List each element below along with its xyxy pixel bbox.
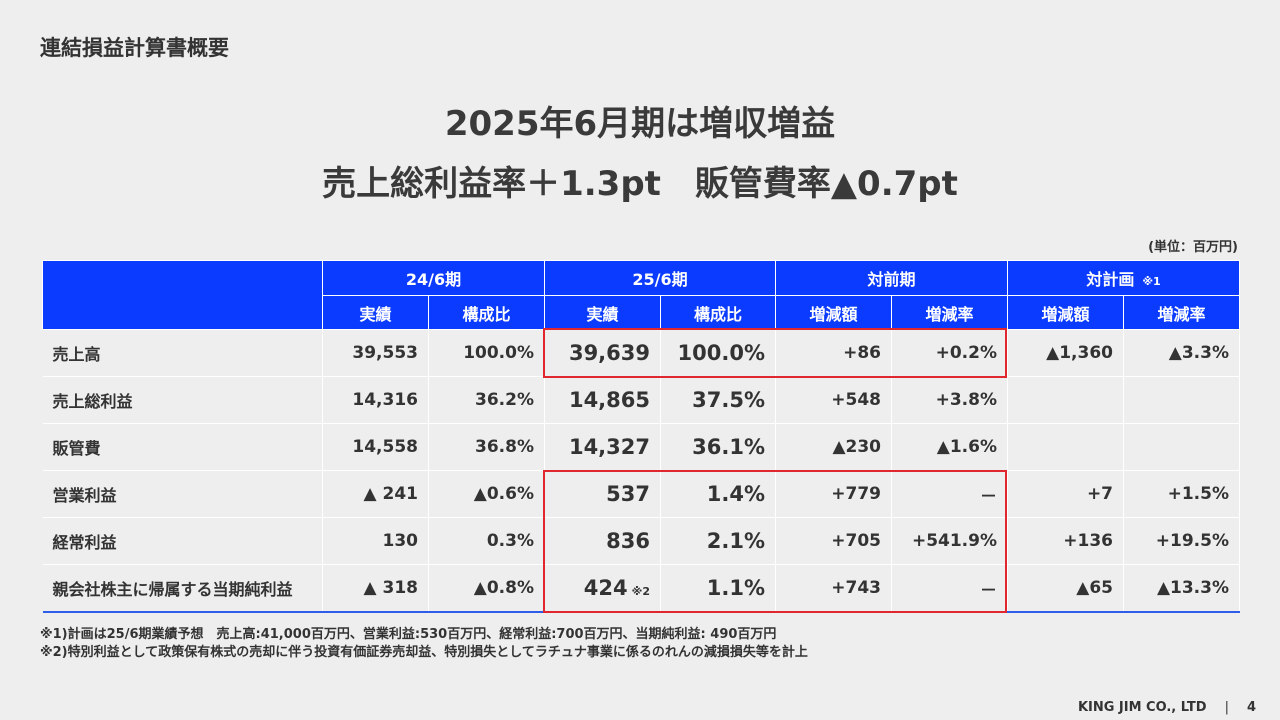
table-cell: +136 [1007, 517, 1125, 565]
row-label: 販管費 [42, 423, 323, 471]
table-cell: ▲ 241 [322, 470, 429, 518]
cell-value: 424 [583, 576, 628, 600]
group-header-vs-plan-label: 対計画 [1086, 270, 1135, 289]
table-cell: +86 [775, 329, 892, 377]
table-cell [1007, 423, 1125, 471]
table-cell: 36.1% [660, 423, 776, 471]
footer-separator: | [1224, 700, 1229, 715]
table-cell: +743 [775, 564, 892, 613]
table-cell: +779 [775, 470, 892, 518]
footnotes: ※1)計画は25/6期業績予想 売上高:41,000百万円、営業利益:530百万… [40, 626, 808, 662]
sub-header: 実績 [322, 295, 429, 330]
income-statement-table: 24/6期 25/6期 対前期 対計画 ※1 実績 構成比 実績 構成比 増減額 … [42, 260, 1241, 613]
row-label: 営業利益 [42, 470, 323, 518]
sub-header: 増減率 [1123, 295, 1241, 330]
group-header-vs-plan: 対計画 ※1 [1007, 260, 1241, 296]
table-cell: ▲1,360 [1007, 329, 1125, 377]
group-header-fy25: 25/6期 [544, 260, 776, 296]
table-cell: 39,553 [322, 329, 429, 377]
table-cell: ▲1.6% [891, 423, 1009, 471]
table-cell: +0.2% [891, 329, 1009, 377]
table-cell: +3.8% [891, 376, 1009, 424]
table-cell: 1.1% [660, 564, 776, 613]
headline-line-2: 売上総利益率＋1.3pt 販管費率▲0.7pt [322, 164, 958, 204]
table-cell: 537 [544, 470, 661, 518]
sub-header: 実績 [544, 295, 661, 330]
footnote-2: ※2)特別利益として政策保有株式の売却に伴う投資有価証券売却益、特別損失としてラ… [40, 645, 808, 660]
table-cell: 836 [544, 517, 661, 565]
table-cell: 14,558 [322, 423, 429, 471]
table-cell [1007, 376, 1125, 424]
table-cell: 37.5% [660, 376, 776, 424]
table-row: 売上高 39,553 100.0% 39,639 100.0% +86 +0.2% ▲1,36… [42, 329, 1241, 377]
table-cell: ▲3.3% [1123, 329, 1241, 377]
table-cell: 130 [322, 517, 429, 565]
table-cell: +705 [775, 517, 892, 565]
sub-header: 増減率 [890, 295, 1009, 330]
table-cell: 36.2% [428, 376, 545, 424]
table-cell: +541.9% [891, 517, 1009, 565]
table-cell: ▲ 318 [322, 564, 429, 613]
row-label: 経常利益 [42, 517, 323, 565]
sub-header: 構成比 [428, 295, 545, 330]
group-header-fy24: 24/6期 [322, 260, 545, 296]
table-cell: 14,316 [322, 376, 429, 424]
sub-header: 構成比 [660, 295, 776, 330]
table-cell: 100.0% [660, 329, 776, 377]
sub-header: 増減額 [775, 295, 892, 330]
table-row: 経常利益 130 0.3% 836 2.1% +705 +541.9% +136 +19.5% [42, 517, 1241, 565]
table-row: 売上総利益 14,316 36.2% 14,865 37.5% +548 +3.8% [42, 376, 1241, 424]
footer: KING JIM CO., LTD | 4 [1078, 700, 1256, 715]
table-cell: ▲13.3% [1123, 564, 1241, 613]
header-corner [42, 260, 323, 330]
table-cell: 14,865 [544, 376, 661, 424]
table-cell: 100.0% [428, 329, 545, 377]
table-cell: ▲0.6% [428, 470, 545, 518]
table-cell: ▲65 [1007, 564, 1125, 613]
cell-note-mark: ※2 [631, 585, 650, 598]
table-row: 営業利益 ▲ 241 ▲0.6% 537 1.4% +779 － +7 +1.5% [42, 470, 1241, 518]
table-cell: +7 [1007, 470, 1125, 518]
table-body: 売上高 39,553 100.0% 39,639 100.0% +86 +0.2% ▲1,36… [42, 329, 1241, 613]
table-cell [1123, 423, 1241, 471]
table-cell: +1.5% [1123, 470, 1241, 518]
unit-label: (単位：百万円) [1148, 240, 1238, 255]
headline-line-1: 2025年6月期は増収増益 [444, 104, 836, 144]
company-name: KING JIM CO., LTD [1077, 700, 1207, 715]
table-cell: ▲230 [775, 423, 892, 471]
table-cell: ▲0.8% [428, 564, 545, 613]
table-cell: 0.3% [428, 517, 545, 565]
table-cell: +548 [775, 376, 892, 424]
plan-note-mark: ※1 [1142, 275, 1161, 288]
table-cell: 39,639 [544, 329, 661, 377]
page-number: 4 [1246, 700, 1256, 715]
table-cell: － [891, 470, 1009, 518]
table-row: 販管費 14,558 36.8% 14,327 36.1% ▲230 ▲1.6% [42, 423, 1241, 471]
sub-header: 増減額 [1007, 295, 1125, 330]
table-cell: 1.4% [660, 470, 776, 518]
row-label: 親会社株主に帰属する当期純利益 [42, 564, 323, 613]
table-cell: － [891, 564, 1009, 613]
table-cell: 424 ※2 [544, 564, 661, 613]
table-cell: 2.1% [660, 517, 776, 565]
row-label: 売上総利益 [42, 376, 323, 424]
row-label: 売上高 [42, 329, 323, 377]
table-cell [1123, 376, 1241, 424]
footnote-1: ※1)計画は25/6期業績予想 売上高:41,000百万円、営業利益:530百万… [40, 627, 777, 642]
table-cell: 14,327 [544, 423, 661, 471]
table-cell: +19.5% [1123, 517, 1241, 565]
table-row: 親会社株主に帰属する当期純利益 ▲ 318 ▲0.8% 424 ※2 1.1% +743 － ▲… [42, 564, 1241, 613]
group-header-vs-prior: 対前期 [774, 260, 1009, 296]
table-cell: 36.8% [428, 423, 545, 471]
section-title: 連結損益計算書概要 [40, 36, 229, 60]
